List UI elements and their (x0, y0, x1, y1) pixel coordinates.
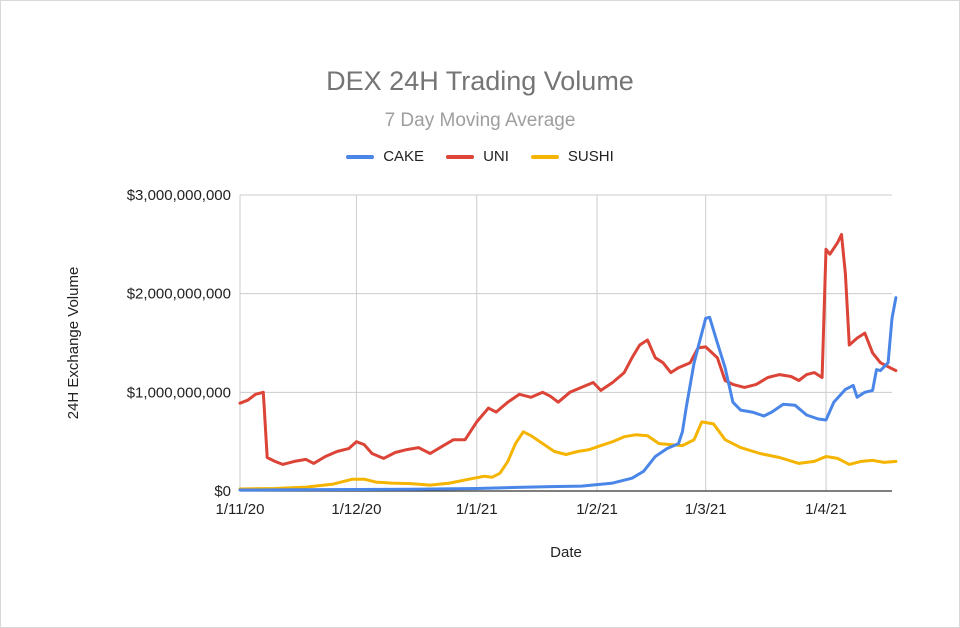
legend-item-cake[interactable]: CAKE (346, 148, 424, 165)
series-line-cake[interactable] (238, 296, 898, 492)
series-line-sushi[interactable] (238, 420, 898, 491)
legend-item-sushi[interactable]: SUSHI (530, 148, 614, 165)
legend-label-uni: UNI (483, 148, 509, 165)
series-line-uni[interactable] (238, 233, 898, 466)
chart-subtitle: 7 Day Moving Average (384, 110, 576, 131)
legend-label-sushi: SUSHI (567, 148, 614, 165)
legend-swatch-sushi (530, 154, 559, 159)
y-tick-label: $3,000,000,000 (127, 187, 231, 204)
y-tick-label: $2,000,000,000 (127, 286, 231, 303)
legend-swatch-cake (346, 154, 375, 159)
chart-legend: CAKE UNI SUSHI (0, 148, 960, 165)
x-tick-label: 1/12/20 (331, 501, 381, 518)
gridlines (239, 194, 892, 491)
legend-item-uni[interactable]: UNI (446, 148, 509, 165)
y-tick-label: $1,000,000,000 (127, 384, 231, 401)
chart-title: DEX 24H Trading Volume (326, 66, 634, 96)
x-axis-title: Date (550, 544, 582, 561)
y-tick-label: $0 (214, 483, 231, 500)
y-axis-title: 24H Exchange Volume (65, 267, 82, 420)
x-tick-label: 1/11/20 (216, 501, 265, 518)
series-lines (238, 233, 898, 492)
legend-swatch-uni (446, 154, 475, 159)
axes: $0 $1,000,000,000 $2,000,000,000 $3,000,000… (127, 187, 892, 518)
x-tick-label: 1/3/21 (685, 501, 727, 518)
legend-label-cake: CAKE (383, 148, 425, 165)
x-tick-label: 1/2/21 (576, 501, 618, 518)
x-tick-label: 1/1/21 (456, 501, 498, 518)
x-tick-label: 1/4/21 (805, 501, 847, 518)
